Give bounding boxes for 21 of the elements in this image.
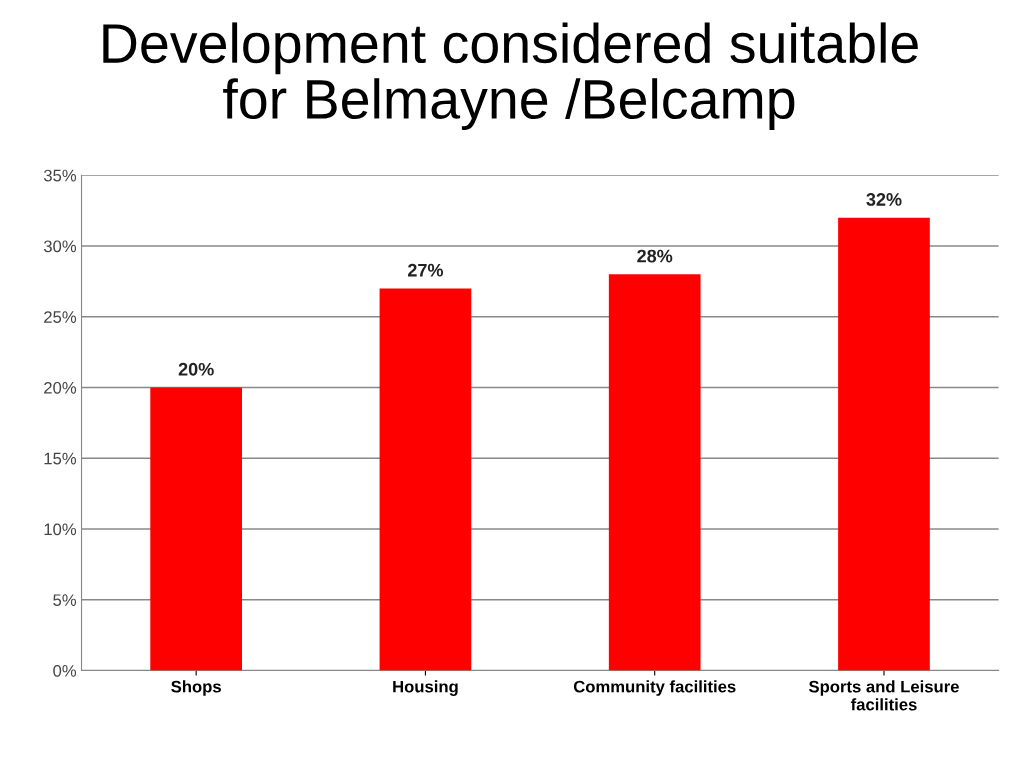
x-tick-label: Shops	[171, 680, 221, 696]
y-tick-label: 15%	[44, 452, 77, 465]
bar	[150, 387, 243, 671]
y-tick-label: 30%	[43, 240, 77, 253]
chart-title: Development considered suitable for Belmayne /Belcamp	[103, 22, 918, 130]
bar	[608, 274, 701, 671]
y-tick-label: 5%	[53, 594, 77, 607]
y-tick-label: 0%	[53, 664, 77, 677]
y-tick-label: 20%	[44, 381, 77, 394]
y-tick-label: 10%	[44, 523, 77, 536]
x-tick-label: Housing	[393, 680, 458, 696]
bar	[838, 217, 930, 671]
y-tick-label: 35%	[43, 169, 77, 182]
data-label: 27%	[407, 263, 444, 277]
x-tick-label: Community facilities	[573, 680, 736, 696]
data-label: 32%	[866, 193, 902, 206]
x-tick-label: Sports and Leisure facilities	[808, 680, 959, 711]
data-label: 20%	[178, 362, 214, 376]
data-label: 28%	[637, 249, 673, 263]
y-tick-label: 25%	[44, 311, 77, 323]
bar	[379, 288, 472, 671]
